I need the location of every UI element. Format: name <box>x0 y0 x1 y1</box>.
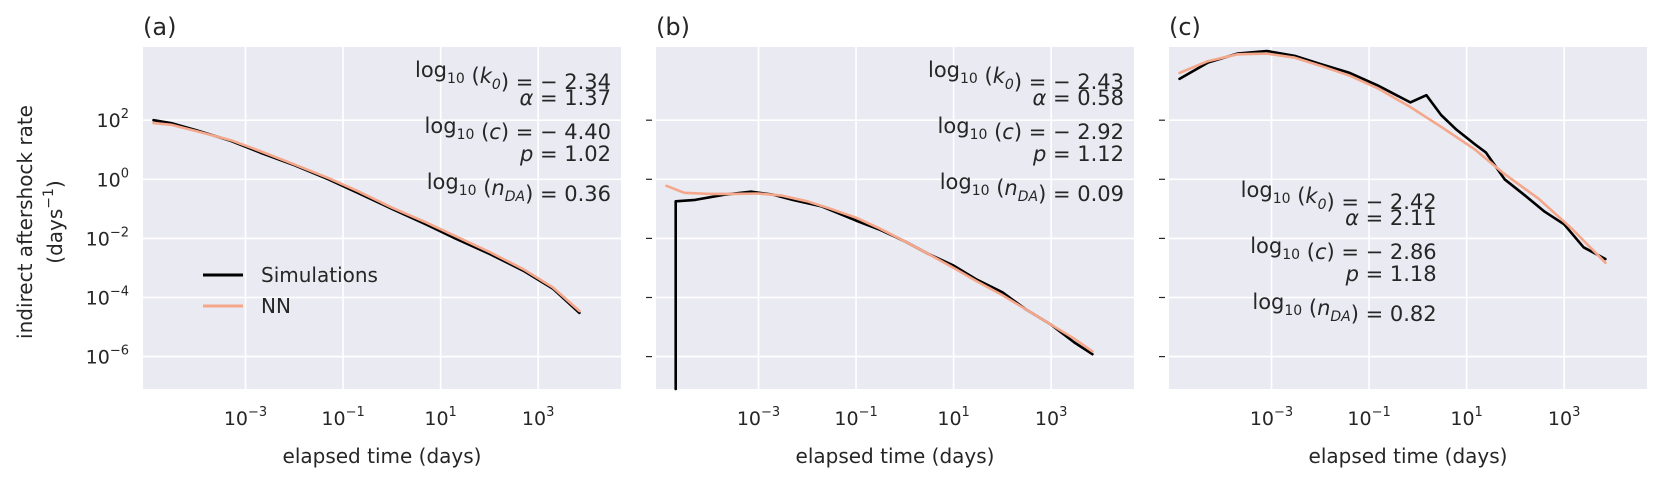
y-tick-label: 10−4 <box>86 284 129 309</box>
plot-area <box>1169 47 1647 389</box>
y-axis-unit: (days−1) <box>41 180 67 263</box>
legend: Simulations NN <box>203 263 378 318</box>
plot-area <box>656 47 1134 389</box>
y-tick-label: 10−2 <box>86 225 129 250</box>
panel-c: (c) 10−3 10−1 101 103 elapsed time (days) log1… <box>1159 13 1647 468</box>
y-axis-label: indirect aftershock rate <box>13 105 37 339</box>
annotation-line: p = 1.12 <box>1032 142 1124 166</box>
annotation-line: log10 (k0) = − 2.42 <box>1241 178 1437 214</box>
x-tick-label: 10−3 <box>737 405 780 430</box>
annotation-line: p = 1.02 <box>519 142 611 166</box>
legend-label-nn: NN <box>261 294 291 318</box>
annotation-line: α = 0.58 <box>1032 86 1124 110</box>
x-tick-label: 10−3 <box>1250 405 1293 430</box>
y-axis-label-group: indirect aftershock rate (days−1) <box>13 105 67 339</box>
panel-b: (b) 10−3 10−1 101 103 elapsed time (days) log1… <box>646 13 1134 468</box>
x-tick-label: 10−3 <box>224 405 267 430</box>
annotation-line: log10 (k0) = − 2.43 <box>928 58 1124 94</box>
series-line-nn <box>152 121 581 313</box>
series-line-nn <box>665 184 1094 353</box>
x-axis-label: elapsed time (days) <box>283 444 482 468</box>
x-tick-label: 103 <box>522 405 554 430</box>
annotation-line: α = 1.37 <box>519 86 611 110</box>
x-tick-label: 10−1 <box>834 405 877 430</box>
panel-a: (a) 10−3 10−1 101 103 102 100 10−2 10−4 10−6 elaps… <box>86 13 621 468</box>
annotation-line: log10 (c) = − 2.86 <box>1250 234 1436 264</box>
panel-label: (c) <box>1169 13 1201 41</box>
annotation-line: log10 (nDA) = 0.82 <box>1252 290 1436 326</box>
x-tick-label: 101 <box>424 405 456 430</box>
y-tick-label: 100 <box>97 166 129 191</box>
annotation-line: log10 (k0) = − 2.34 <box>415 58 611 94</box>
annotation-line: log10 (nDA) = 0.36 <box>427 170 611 206</box>
y-tick-label: 102 <box>97 107 129 132</box>
annotation-line: log10 (nDA) = 0.09 <box>940 170 1124 206</box>
plot-area <box>143 47 621 389</box>
annotation-line: p = 1.18 <box>1345 262 1437 286</box>
panel-label: (b) <box>656 13 690 41</box>
x-tick-label: 103 <box>1035 405 1067 430</box>
annotation-line: log10 (c) = − 4.40 <box>425 114 611 144</box>
legend-label-simulations: Simulations <box>261 263 378 287</box>
x-tick-label: 101 <box>1450 405 1482 430</box>
x-tick-label: 10−1 <box>1347 405 1390 430</box>
series-line-nn <box>1178 52 1607 264</box>
series-line-simulations <box>1178 49 1607 261</box>
annotation-line: log10 (c) = − 2.92 <box>938 114 1124 144</box>
x-tick-label: 101 <box>937 405 969 430</box>
x-tick-label: 10−1 <box>321 405 364 430</box>
x-axis-label: elapsed time (days) <box>796 444 995 468</box>
x-axis-label: elapsed time (days) <box>1309 444 1508 468</box>
panel-label: (a) <box>143 13 176 41</box>
x-tick-label: 103 <box>1548 405 1580 430</box>
y-tick-label: 10−6 <box>86 344 129 369</box>
annotation-line: α = 2.11 <box>1345 206 1437 230</box>
